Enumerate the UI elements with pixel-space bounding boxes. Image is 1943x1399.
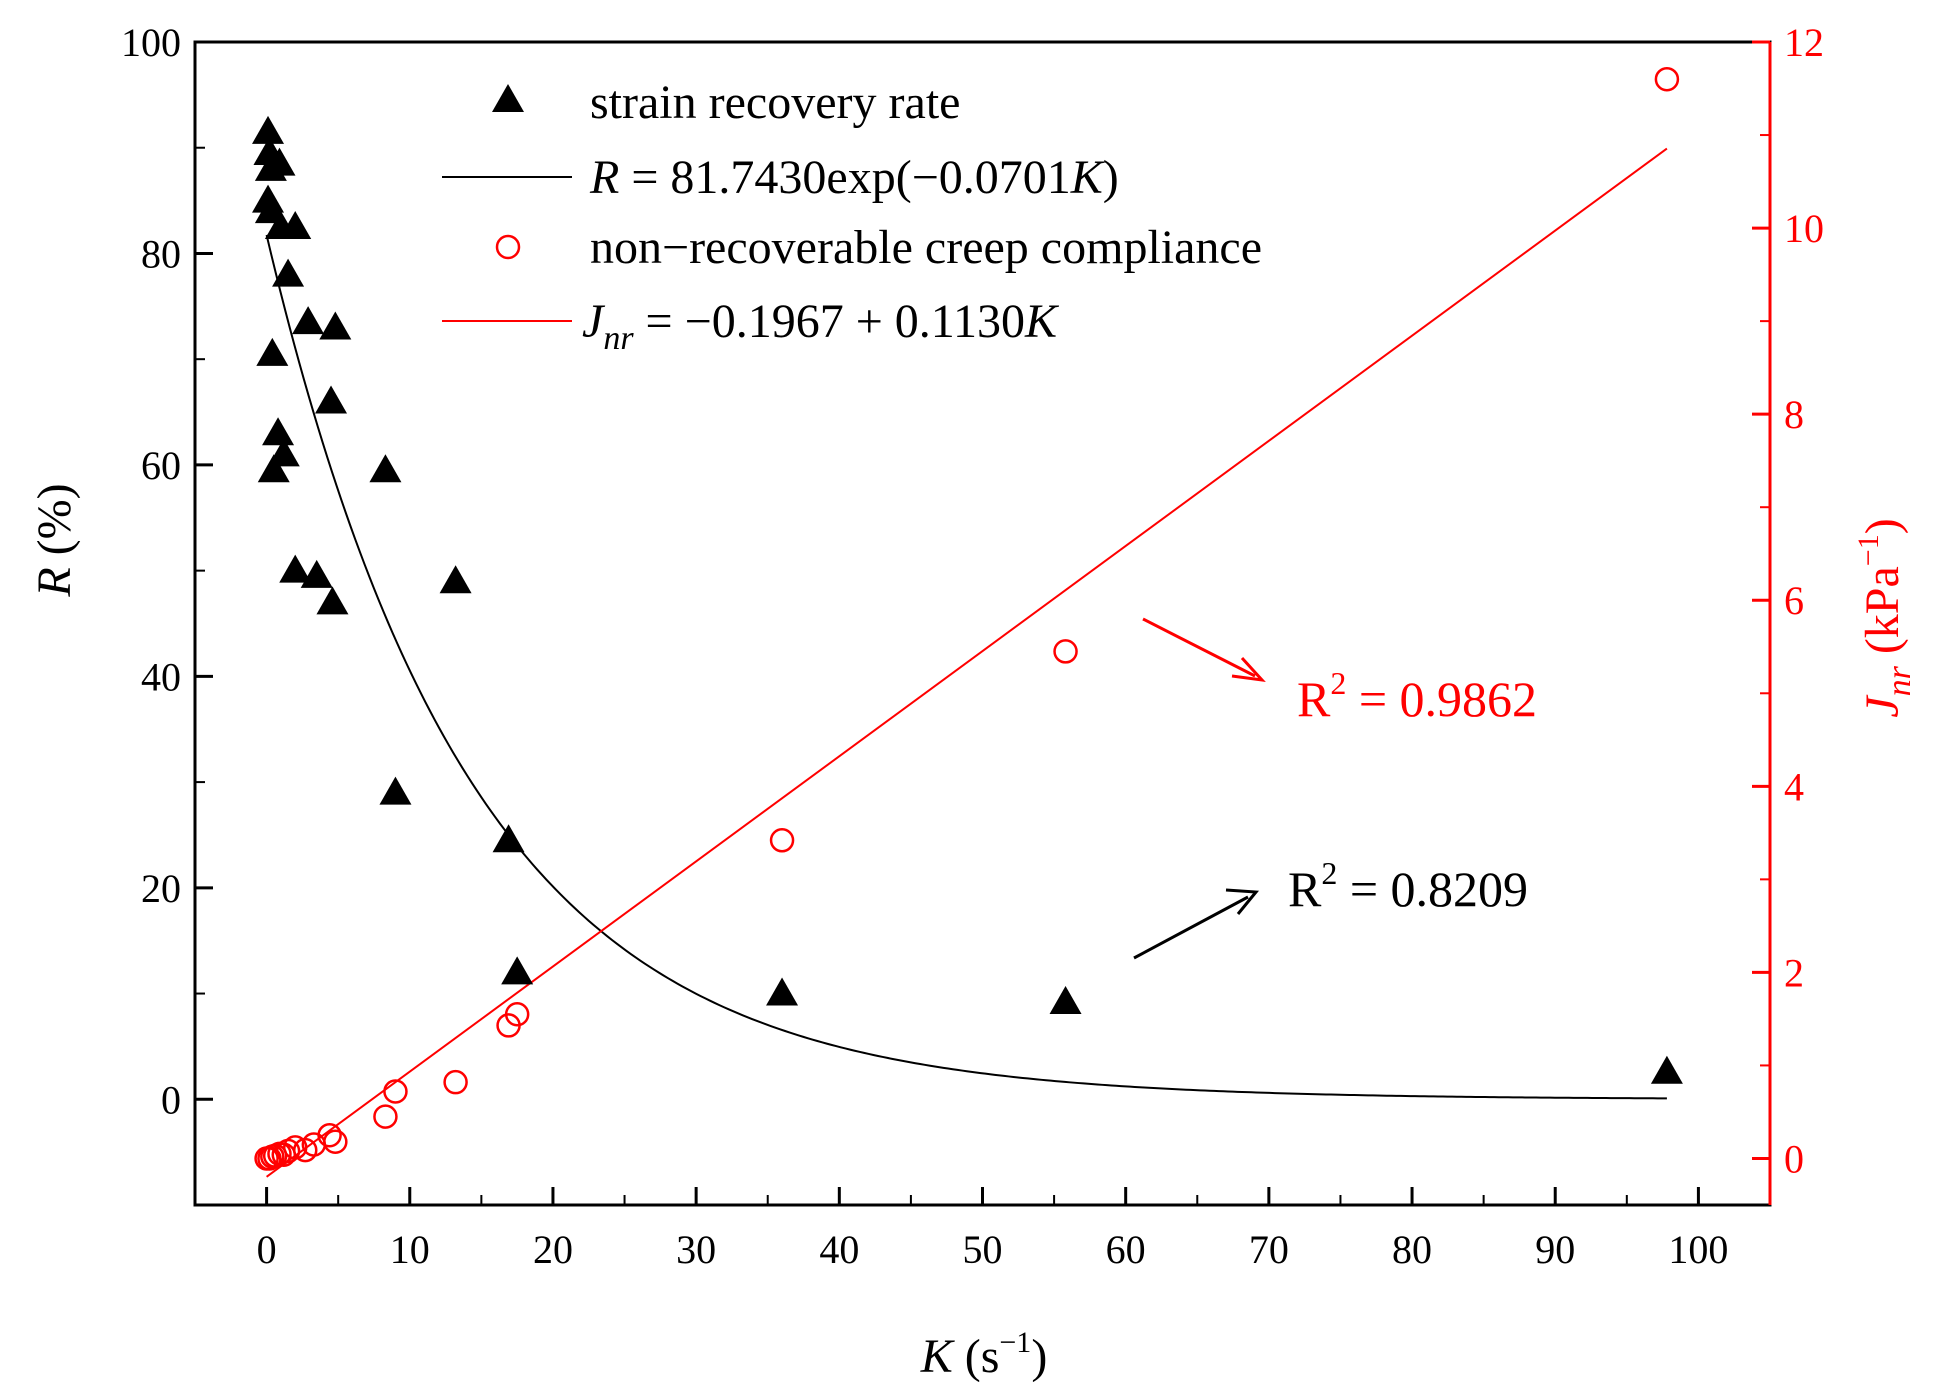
y-right-title-unit: (kPa	[1856, 566, 1909, 666]
x-tick-label: 100	[1668, 1227, 1728, 1272]
y-left-title-var: R	[28, 567, 81, 597]
x-tick-label: 50	[963, 1227, 1003, 1272]
creep-compliance-point	[317, 1122, 342, 1148]
strain-recovery-point	[766, 977, 799, 1006]
creep-compliance-point	[383, 1079, 408, 1104]
x-title-var: K	[920, 1330, 956, 1383]
strain-recovery-point	[263, 147, 296, 176]
strain-recovery-point	[501, 956, 534, 985]
strain-recovery-point	[319, 311, 352, 340]
creep-compliance-point	[373, 1104, 398, 1129]
strain-recovery-point	[300, 559, 333, 588]
y-left-tick-label: 100	[121, 20, 181, 65]
y-right-title-sub: nr	[1881, 665, 1918, 696]
y-left-title-unit: (%)	[28, 483, 81, 567]
strain-recovery-point	[252, 115, 285, 144]
y-right-title-var: J	[1856, 694, 1909, 718]
y-left-axis-title: R (%)	[28, 483, 81, 597]
x-tick-label: 20	[533, 1227, 573, 1272]
y-right-tick-label: 6	[1784, 578, 1804, 623]
linear-fit-line	[265, 147, 1668, 1178]
y-right-tick-label: 2	[1784, 950, 1804, 995]
creep-compliance-point	[1654, 66, 1680, 92]
x-tick-label: 40	[819, 1227, 859, 1272]
data-markers	[252, 66, 1683, 1171]
y-left-axis-ticks: 0 20 40 60 80 100	[121, 20, 213, 1206]
y-right-title-sup: −1	[1852, 534, 1885, 566]
creep-compliance-point	[323, 1129, 348, 1154]
strain-recovery-point	[492, 824, 525, 853]
black-arrow-shaft	[1133, 895, 1249, 960]
strain-recovery-point	[1650, 1055, 1683, 1084]
x-tick-label: 30	[676, 1227, 716, 1272]
creep-compliance-point	[443, 1069, 468, 1095]
y-right-axis-title: Jnr (kPa−1)	[1852, 518, 1918, 717]
y-right-axis-ticks: 0 2 4 6 8 10 12	[1752, 20, 1824, 1181]
r2-annotation-exponential: R2 = 0.8209	[1288, 855, 1528, 917]
strain-recovery-point	[262, 417, 295, 446]
strain-recovery-point	[292, 306, 325, 335]
x-tick-label: 60	[1106, 1227, 1146, 1272]
legend-label-linear-fit: Jnr = −0.1967 + 0.1130K	[582, 295, 1060, 357]
r2-annotation-linear: R2 = 0.9862	[1297, 665, 1537, 727]
plot-content	[252, 66, 1683, 1178]
strain-recovery-point	[257, 454, 290, 483]
fit-lines	[265, 147, 1668, 1178]
x-title-unit: (s	[953, 1330, 1000, 1383]
y-right-tick-label: 4	[1784, 764, 1804, 809]
legend: strain recovery rate R = 81.7430exp(−0.0…	[442, 76, 1262, 357]
strain-recovery-point	[379, 776, 412, 805]
x-tick-label: 80	[1392, 1227, 1432, 1272]
legend-label-creep-compliance: non−recoverable creep compliance	[590, 221, 1262, 274]
y-left-tick-label: 60	[141, 443, 181, 488]
x-tick-label: 0	[257, 1227, 277, 1272]
y-right-tick-label: 0	[1784, 1136, 1804, 1181]
legend-label-strain-recovery: strain recovery rate	[590, 76, 960, 129]
annotations: R2 = 0.9862 R2 = 0.8209	[1133, 617, 1537, 960]
y-left-tick-label: 0	[161, 1077, 181, 1122]
strain-recovery-point	[279, 554, 312, 583]
strain-recovery-point	[316, 586, 349, 615]
black-arrow-head	[1225, 888, 1260, 915]
x-title-close: )	[1031, 1330, 1047, 1383]
legend-triangle-marker	[492, 84, 524, 112]
x-tick-label: 10	[390, 1227, 430, 1272]
x-axis-title: K (s−1)	[920, 1326, 1048, 1383]
strain-recovery-point	[279, 211, 312, 240]
strain-recovery-point	[315, 385, 348, 414]
red-arrow-head	[1231, 656, 1266, 683]
x-title-sup: −1	[999, 1326, 1031, 1359]
strain-recovery-point	[369, 454, 402, 483]
strain-recovery-point	[256, 337, 289, 366]
strain-recovery-point	[272, 258, 305, 287]
legend-circle-marker	[495, 234, 521, 260]
x-tick-label: 70	[1249, 1227, 1289, 1272]
creep-compliance-point	[504, 1002, 530, 1027]
y-left-tick-label: 40	[141, 654, 181, 699]
x-tick-label: 90	[1535, 1227, 1575, 1272]
y-right-tick-label: 8	[1784, 392, 1804, 437]
exponential-fit-curve	[265, 234, 1667, 1100]
y-right-tick-label: 12	[1784, 20, 1824, 65]
y-left-tick-label: 80	[141, 231, 181, 276]
creep-compliance-point	[769, 828, 795, 853]
red-arrow-shaft	[1142, 617, 1256, 678]
strain-recovery-point	[439, 565, 472, 594]
strain-recovery-point	[1049, 986, 1082, 1015]
creep-compliance-point	[282, 1135, 308, 1160]
creep-compliance-point	[1053, 639, 1078, 664]
y-right-title-close: )	[1856, 518, 1909, 534]
y-left-tick-label: 20	[141, 866, 181, 911]
y-right-tick-label: 10	[1784, 206, 1824, 251]
legend-label-exp-fit: R = 81.7430exp(−0.0701K)	[589, 151, 1119, 204]
x-axis-ticks: 0 10 20 30 40 50 60 70 80 90 100	[257, 1187, 1728, 1272]
